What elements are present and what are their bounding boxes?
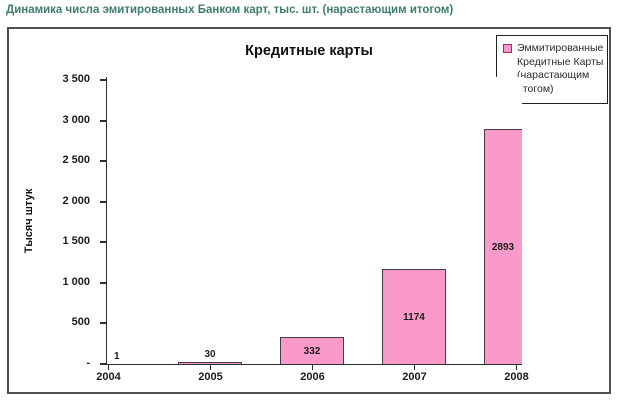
x-tick-label-2006: 2006 <box>300 371 325 383</box>
y-tick-mark <box>99 120 106 122</box>
bar-value-label-2008: 2893 <box>491 241 515 253</box>
x-tick-label-2007: 2007 <box>402 371 427 383</box>
x-tick-mark <box>107 365 110 370</box>
bar-value-label-2004: 1 <box>114 351 120 362</box>
legend-series-marker-icon <box>503 44 512 53</box>
y-tick-label: 3 000 <box>62 114 90 126</box>
y-tick-mark <box>99 282 106 284</box>
chart-legend: Эммитированные Кредитные Карты (нарастаю… <box>496 35 608 104</box>
x-tick-label-2005: 2005 <box>198 371 223 383</box>
y-tick-mark <box>99 160 106 162</box>
bar-value-label-2007: 1174 <box>403 311 425 323</box>
y-axis-title: Тысяч штук <box>23 188 35 254</box>
bar-2008 <box>484 129 522 364</box>
bar-value-label-2005: 30 <box>204 349 216 360</box>
legend-series-label: Эммитированные Кредитные Карты (нарастаю… <box>517 42 604 95</box>
plot-area: 1 30 332 1174 2893 <box>106 77 522 365</box>
y-tick-mark <box>99 201 106 203</box>
y-tick-mark <box>99 241 106 243</box>
chart-title: Кредитные карты <box>245 43 373 59</box>
x-tick-label-2004: 2004 <box>96 371 121 383</box>
y-tick-mark <box>99 322 106 324</box>
x-tick-mark <box>209 365 212 370</box>
x-tick-mark <box>311 365 314 370</box>
bar-value-label-2006: 332 <box>303 345 321 357</box>
y-tick-label: 500 <box>71 316 90 328</box>
y-tick-label: 1 500 <box>62 235 90 247</box>
y-tick-label: 1 000 <box>62 276 90 288</box>
y-tick-mark <box>99 363 106 365</box>
bar-2005 <box>178 362 242 364</box>
y-tick-label: 2 500 <box>62 154 90 166</box>
page-title: Динамика числа эмитированных Банком карт… <box>6 4 454 16</box>
bar-2007 <box>382 269 446 364</box>
y-tick-label: - <box>86 357 90 369</box>
x-tick-label-2008: 2008 <box>504 371 529 383</box>
chart-frame: Кредитные карты Эммитированные Кредитные… <box>7 27 611 394</box>
y-tick-mark <box>99 79 106 81</box>
y-tick-label: 2 000 <box>62 195 90 207</box>
x-tick-mark <box>413 365 416 370</box>
x-tick-mark <box>515 365 518 370</box>
y-tick-label: 3 500 <box>62 73 90 85</box>
bar-2006 <box>280 337 344 364</box>
